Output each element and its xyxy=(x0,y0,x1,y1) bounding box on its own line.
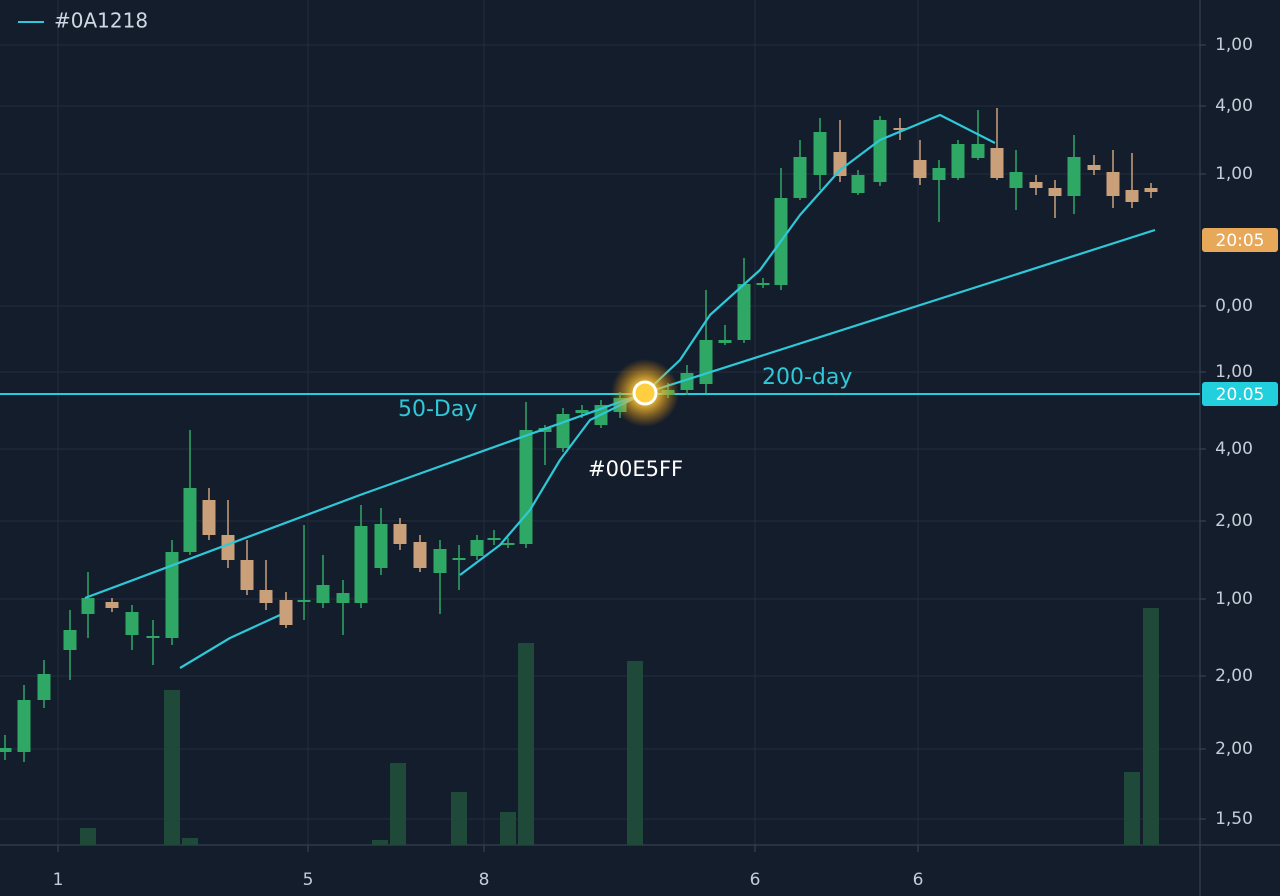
candle-body xyxy=(1067,157,1081,196)
y-tick-label: 1,00 xyxy=(1215,589,1253,609)
candle-body xyxy=(971,144,985,158)
candle-body xyxy=(990,148,1004,178)
volume-bar xyxy=(518,643,534,845)
volume-bar xyxy=(627,661,643,845)
y-tick-label: 2,00 xyxy=(1215,739,1253,759)
candle-body xyxy=(793,157,807,198)
candle-body xyxy=(1087,165,1101,170)
y-tick-label: 1,00 xyxy=(1215,35,1253,55)
price-badge-label: 20.05 xyxy=(1216,385,1265,405)
candle-body xyxy=(413,542,427,568)
candle-body xyxy=(833,152,847,176)
y-tick-label: 2,00 xyxy=(1215,511,1253,531)
series-label: 50-Day xyxy=(398,397,477,422)
candle-body xyxy=(81,598,95,614)
candle-body xyxy=(851,175,865,193)
candle-body xyxy=(893,128,907,130)
candle-body xyxy=(183,488,197,552)
legend: #0A1218 xyxy=(18,9,148,33)
series-label: 200-day xyxy=(762,365,852,390)
y-tick-label: 1,00 xyxy=(1215,164,1253,184)
candle-body xyxy=(718,340,732,343)
legend-label: #0A1218 xyxy=(54,9,148,33)
candle-body xyxy=(913,160,927,178)
candle-body xyxy=(297,600,311,602)
candle-body xyxy=(354,526,368,603)
candle-body xyxy=(813,132,827,175)
x-tick-label: 8 xyxy=(479,870,490,890)
candle-body xyxy=(501,543,515,545)
crossover-marker xyxy=(632,380,658,406)
candle-body xyxy=(873,120,887,182)
candle-body xyxy=(519,430,533,544)
y-tick-label: 1,50 xyxy=(1215,809,1253,829)
price-badge-label: 20:05 xyxy=(1216,231,1265,251)
y-tick-label: 2,00 xyxy=(1215,666,1253,686)
candle-body xyxy=(1009,172,1023,188)
candle-body xyxy=(374,524,388,568)
volume-bar xyxy=(80,828,96,845)
candle-body xyxy=(556,414,570,448)
volume-bar xyxy=(164,690,180,845)
candle-body xyxy=(259,590,273,603)
x-tick-label: 6 xyxy=(750,870,761,890)
candle-body xyxy=(737,284,751,340)
candle-body xyxy=(699,340,713,384)
grid xyxy=(0,0,1200,845)
candle-body xyxy=(0,748,12,752)
y-tick-label: 1,00 xyxy=(1215,362,1253,382)
candle-body xyxy=(452,558,466,560)
candle-body xyxy=(202,500,216,535)
candle-body xyxy=(1029,182,1043,188)
x-tick-label: 6 xyxy=(913,870,924,890)
candle-body xyxy=(316,585,330,603)
candle-body xyxy=(1106,172,1120,196)
candle-body xyxy=(37,674,51,700)
candle-body xyxy=(1048,188,1062,196)
y-tick-label: 4,00 xyxy=(1215,439,1253,459)
moving-average-line xyxy=(179,113,996,669)
candle-body xyxy=(105,602,119,608)
candle-body xyxy=(680,373,694,390)
candle-body xyxy=(756,283,770,285)
candle-body xyxy=(433,549,447,573)
candle-body xyxy=(125,612,139,635)
annotation: #00E5FF xyxy=(588,457,683,481)
candle-body xyxy=(17,700,31,752)
candle-body xyxy=(1144,188,1158,192)
volume-bar xyxy=(390,763,406,845)
volume-bar xyxy=(451,792,467,845)
candle-body xyxy=(221,535,235,560)
candle-body xyxy=(165,552,179,638)
candle-body xyxy=(538,428,552,432)
x-tick-label: 5 xyxy=(303,870,314,890)
candle-body xyxy=(146,636,160,638)
volume-bar xyxy=(372,840,388,845)
y-tick-label: 0,00 xyxy=(1215,296,1253,316)
candle-body xyxy=(575,410,589,413)
candle-body xyxy=(279,600,293,625)
volume-bar xyxy=(182,838,198,845)
candle-body xyxy=(470,540,484,556)
volume-bar xyxy=(500,812,516,845)
candle-body xyxy=(393,524,407,544)
volume-bar xyxy=(1124,772,1140,845)
volume-bar xyxy=(1143,608,1159,845)
candle-body xyxy=(63,630,77,650)
price-badge xyxy=(1202,228,1278,252)
candle-body xyxy=(336,593,350,603)
candle-body xyxy=(1125,190,1139,202)
x-tick-label: 1 xyxy=(53,870,64,890)
candle-body xyxy=(932,168,946,180)
moving-average-line xyxy=(84,228,1156,600)
candle-body xyxy=(240,560,254,590)
candle-body xyxy=(487,538,501,540)
candle-body xyxy=(951,144,965,178)
price-badge xyxy=(1202,382,1278,406)
y-tick-label: 4,00 xyxy=(1215,96,1253,116)
